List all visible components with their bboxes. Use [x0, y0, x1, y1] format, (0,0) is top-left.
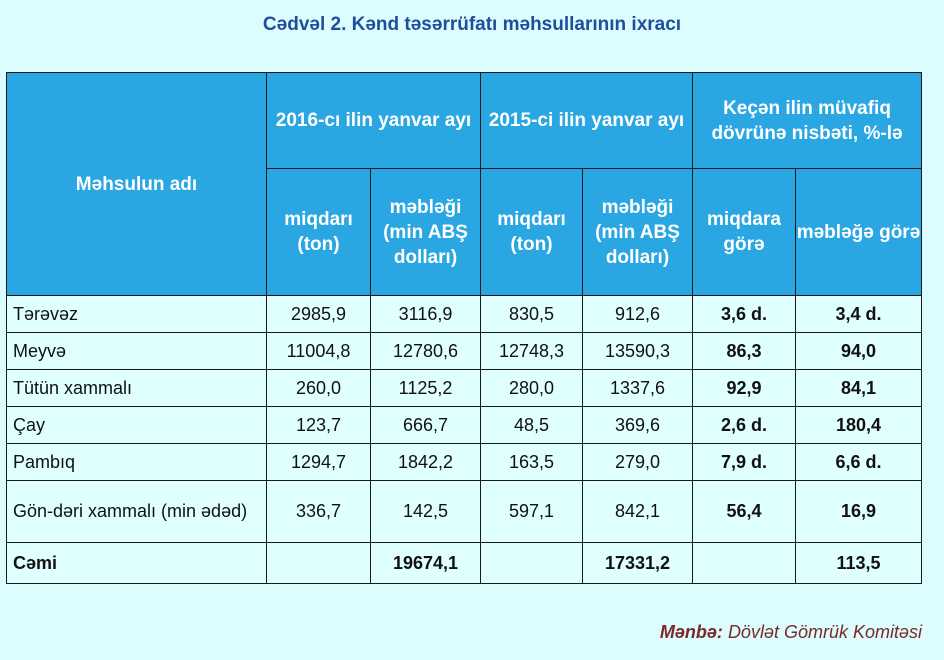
table-row: Pambıq 1294,7 1842,2 163,5 279,0 7,9 d. 6,6 d.: [6, 443, 922, 481]
total-row: Cəmi 19674,1 17331,2 113,5: [6, 542, 922, 584]
total-cell-rq: [692, 542, 796, 584]
value-cell-a2016: 1125,2: [370, 369, 481, 407]
header-amount-2016: məbləği (min ABŞ dolları): [370, 168, 481, 296]
table-row: Çay 123,7 666,7 48,5 369,6 2,6 d. 180,4: [6, 406, 922, 444]
value-cell-a2015: 912,6: [582, 295, 693, 333]
total-label-cell: Cəmi: [6, 542, 267, 584]
value-cell-q2015: 830,5: [480, 295, 583, 333]
total-cell-ra: 113,5: [795, 542, 922, 584]
value-cell-rq: 2,6 d.: [692, 406, 796, 444]
value-cell-a2015: 1337,6: [582, 369, 693, 407]
value-cell-q2015: 48,5: [480, 406, 583, 444]
value-cell-a2016: 1842,2: [370, 443, 481, 481]
total-cell-a2015: 17331,2: [582, 542, 693, 584]
header-period-2016: 2016-cı ilin yanvar ayı: [266, 72, 481, 169]
value-cell-a2015: 369,6: [582, 406, 693, 444]
value-cell-ra: 180,4: [795, 406, 922, 444]
value-cell-q2015: 163,5: [480, 443, 583, 481]
table-title: Cədvəl 2. Kənd təsərrüfatı məhsullarının…: [262, 14, 682, 35]
source-note: Mənbə: Dövlət Gömrük Komitəsi: [660, 622, 922, 643]
product-name-cell: Pambıq: [6, 443, 267, 481]
source-label: Mənbə:: [659, 622, 723, 642]
product-name-cell: Tərəvəz: [6, 295, 267, 333]
table-row: Meyvə 11004,8 12780,6 12748,3 13590,3 86,3 94,…: [6, 332, 922, 370]
value-cell-a2016: 12780,6: [370, 332, 481, 370]
product-name-cell: Meyvə: [6, 332, 267, 370]
value-cell-rq: 3,6 d.: [692, 295, 796, 333]
product-name-cell: Çay: [6, 406, 267, 444]
value-cell-rq: 7,9 d.: [692, 443, 796, 481]
header-period-2015: 2015-ci ilin yanvar ayı: [480, 72, 693, 169]
table-row: Gön-dəri xammalı (min ədəd) 336,7 142,5 597…: [6, 480, 922, 543]
value-cell-a2015: 279,0: [582, 443, 693, 481]
value-cell-a2015: 13590,3: [582, 332, 693, 370]
source-text: Dövlət Gömrük Komitəsi: [727, 622, 922, 642]
value-cell-ra: 94,0: [795, 332, 922, 370]
value-cell-q2015: 280,0: [480, 369, 583, 407]
value-cell-q2016: 123,7: [266, 406, 371, 444]
header-product: Məhsulun adı: [6, 72, 267, 296]
table-row: Tütün xammalı 260,0 1125,2 280,0 1337,6 92,9 8…: [6, 369, 922, 407]
export-table: Məhsulun adı 2016-cı ilin yanvar ayı 201…: [6, 72, 922, 584]
table-body: Tərəvəz 2985,9 3116,9 830,5 912,6 3,6 d. 3,4 d…: [6, 295, 922, 584]
value-cell-rq: 92,9: [692, 369, 796, 407]
value-cell-ra: 84,1: [795, 369, 922, 407]
table-row: Tərəvəz 2985,9 3116,9 830,5 912,6 3,6 d. 3,4 d…: [6, 295, 922, 333]
header-amount-2015: məbləği (min ABŞ dolları): [582, 168, 693, 296]
value-cell-a2016: 666,7: [370, 406, 481, 444]
value-cell-a2015: 842,1: [582, 480, 693, 543]
value-cell-ra: 6,6 d.: [795, 443, 922, 481]
value-cell-q2015: 597,1: [480, 480, 583, 543]
total-cell-q2015: [480, 542, 583, 584]
header-ratio: Keçən ilin müvafiq dövrünə nisbəti, %-lə: [692, 72, 922, 169]
value-cell-q2016: 336,7: [266, 480, 371, 543]
value-cell-q2016: 260,0: [266, 369, 371, 407]
value-cell-q2016: 1294,7: [266, 443, 371, 481]
value-cell-ra: 16,9: [795, 480, 922, 543]
header-by-qty: miqdara görə: [692, 168, 796, 296]
value-cell-ra: 3,4 d.: [795, 295, 922, 333]
product-name-cell: Tütün xammalı: [6, 369, 267, 407]
total-cell-q2016: [266, 542, 371, 584]
value-cell-a2016: 142,5: [370, 480, 481, 543]
value-cell-rq: 56,4: [692, 480, 796, 543]
value-cell-q2016: 11004,8: [266, 332, 371, 370]
product-name-cell: Gön-dəri xammalı (min ədəd): [6, 480, 267, 543]
header-by-amount: məbləğə görə: [795, 168, 922, 296]
header-qty-2015: miqdarı (ton): [480, 168, 583, 296]
value-cell-q2015: 12748,3: [480, 332, 583, 370]
value-cell-rq: 86,3: [692, 332, 796, 370]
total-cell-a2016: 19674,1: [370, 542, 481, 584]
value-cell-a2016: 3116,9: [370, 295, 481, 333]
header-qty-2016: miqdarı (ton): [266, 168, 371, 296]
value-cell-q2016: 2985,9: [266, 295, 371, 333]
